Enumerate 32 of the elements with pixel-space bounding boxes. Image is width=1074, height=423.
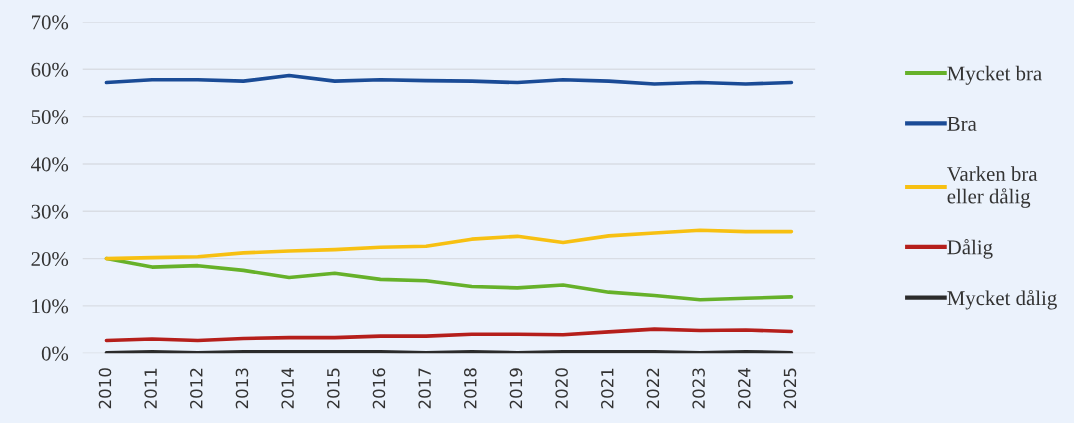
line-series — [104, 73, 794, 86]
x-tick-label: 2025 — [783, 368, 797, 409]
x-tick-label: 2023 — [692, 368, 705, 409]
x-tick-label: 2014 — [281, 368, 294, 409]
x-tick-label: 2016 — [372, 368, 386, 409]
x-tick-label: 2022 — [646, 368, 660, 409]
x-tick-label: 2021 — [600, 368, 614, 409]
x-tick-label: 2018 — [463, 368, 477, 409]
x-tick-label: 2015 — [327, 368, 340, 409]
legend-label: Mycket bra — [947, 65, 1042, 85]
legend-label: Varken bra eller dålig — [946, 166, 1038, 208]
legend-label: Bra — [947, 117, 977, 131]
x-tick-label: 2017 — [418, 368, 431, 409]
legend-label: Dålig — [947, 239, 993, 259]
y-tick-label: 20% — [31, 251, 69, 267]
x-tick-label: 2013 — [235, 368, 249, 409]
x-tick-label: 2010 — [98, 368, 112, 409]
x-tick-label: 2024 — [737, 368, 751, 409]
y-tick-label: 30% — [31, 204, 69, 219]
y-tick-label: 50% — [31, 110, 69, 125]
line-series — [104, 228, 794, 261]
y-tick-label: 60% — [31, 62, 69, 77]
y-tick-label: 0% — [41, 346, 69, 361]
y-tick-label: 40% — [31, 157, 69, 172]
y-tick-label: 70% — [32, 15, 69, 30]
x-tick-label: 2019 — [509, 368, 523, 409]
x-tick-label: 2012 — [190, 368, 203, 409]
legend-label: Mycket dålig — [947, 289, 1057, 310]
y-tick-label: 10% — [32, 299, 69, 314]
x-tick-label: 2020 — [555, 368, 568, 409]
line-series — [104, 327, 794, 343]
x-tick-label: 2011 — [144, 368, 157, 409]
